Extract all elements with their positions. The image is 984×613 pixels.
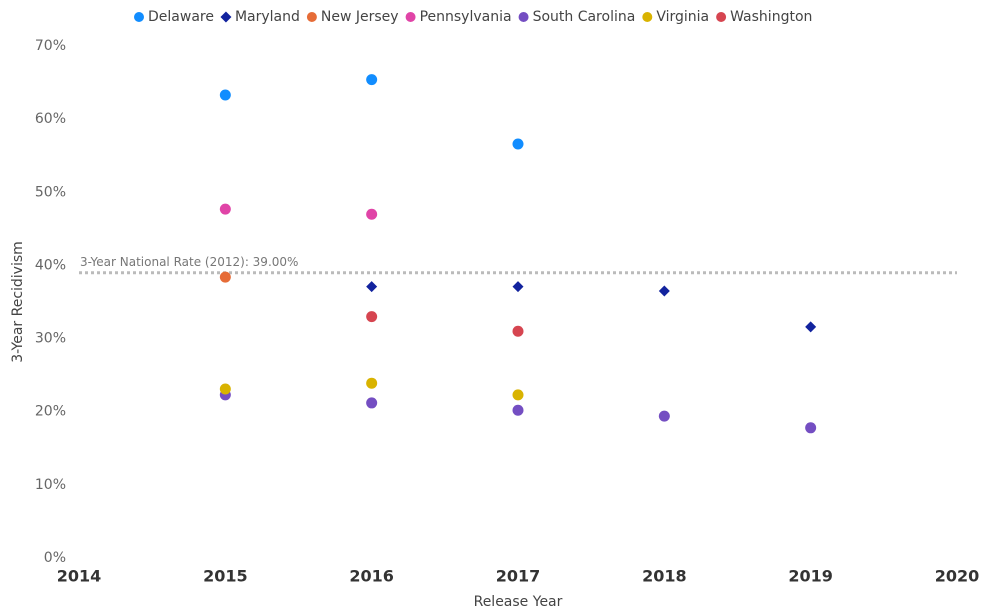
legend-marker <box>306 12 317 22</box>
point <box>658 410 670 422</box>
y-tick-label: 0% <box>44 550 66 566</box>
legend-marker <box>716 12 727 22</box>
legend-marker <box>134 12 144 22</box>
y-tick-label: 20% <box>35 404 66 420</box>
point <box>366 281 378 293</box>
x-tick-label: 2019 <box>788 567 833 586</box>
legend-marker <box>220 11 232 23</box>
point <box>512 389 524 401</box>
y-tick-label: 30% <box>35 331 66 347</box>
legend-label: New Jersey <box>321 9 399 25</box>
x-tick-label: 2018 <box>642 567 687 586</box>
point <box>366 208 378 220</box>
y-tick-label: 40% <box>35 257 66 273</box>
x-axis-title: Release Year <box>474 594 563 610</box>
x-tick-label: 2014 <box>57 567 102 586</box>
legend-label: South Carolina <box>533 9 636 25</box>
legend-label: Delaware <box>148 9 214 25</box>
point <box>219 271 231 283</box>
point <box>805 321 817 333</box>
legend-label: Virginia <box>656 9 709 25</box>
reference-label: 3-Year National Rate (2012): 39.00% <box>80 255 298 269</box>
y-tick-label: 10% <box>35 477 66 493</box>
point <box>366 397 378 409</box>
y-tick-label: 60% <box>35 111 66 127</box>
point <box>366 377 378 389</box>
point <box>219 203 231 215</box>
legend-marker <box>518 12 529 22</box>
y-tick-label: 50% <box>35 184 66 200</box>
legend-marker <box>642 12 653 22</box>
legend-label: Pennsylvania <box>420 9 512 25</box>
legend-label: Maryland <box>235 9 300 25</box>
legend-label: Washington <box>730 9 812 25</box>
point <box>512 325 524 337</box>
x-tick-label: 2016 <box>349 567 394 586</box>
point <box>366 311 378 323</box>
x-tick-label: 2017 <box>496 567 541 586</box>
point <box>658 285 670 297</box>
y-tick-label: 70% <box>35 38 66 54</box>
x-tick-label: 2020 <box>935 567 980 586</box>
point <box>805 422 817 434</box>
point <box>512 281 524 293</box>
point <box>512 138 524 150</box>
point <box>366 74 378 86</box>
point <box>512 404 524 416</box>
legend-marker <box>405 12 416 22</box>
x-tick-label: 2015 <box>203 567 248 586</box>
point <box>219 383 231 395</box>
y-axis-title: 3-Year Recidivism <box>10 241 26 363</box>
point <box>219 89 231 101</box>
